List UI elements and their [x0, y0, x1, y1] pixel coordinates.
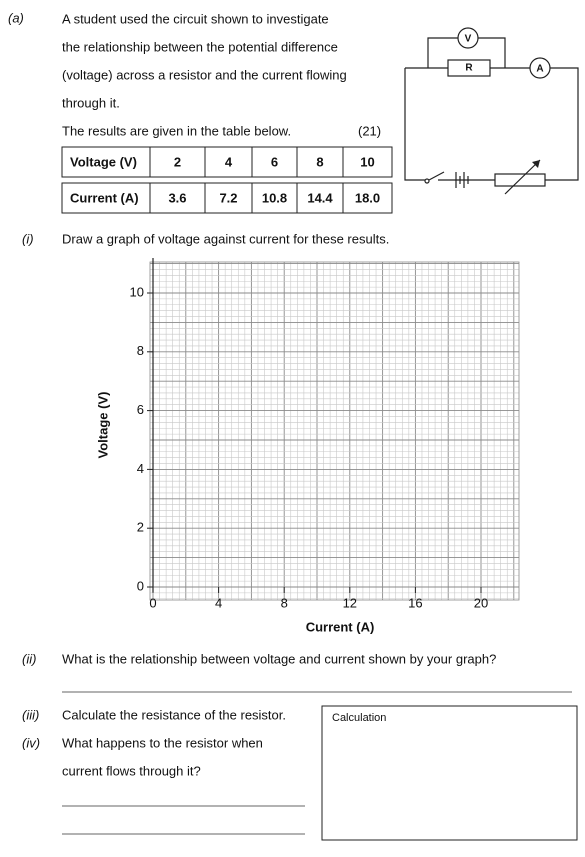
x-tick-label: 20 [474, 595, 488, 610]
table-cell-text: Voltage (V) [70, 154, 137, 169]
calculation-box [321, 705, 578, 841]
x-tick-label: 4 [215, 595, 222, 610]
table-cell-text: 10 [360, 154, 374, 169]
question-text: What is the relationship between voltage… [62, 651, 496, 666]
results-intro: The results are given in the table below… [62, 123, 291, 138]
voltmeter-label: V [465, 34, 472, 45]
arrow-head [532, 160, 540, 168]
ammeter [529, 57, 551, 79]
y-tick-label: 4 [137, 461, 144, 476]
table-cell-text: Current (A) [70, 190, 139, 205]
resistor [447, 59, 491, 77]
table-cell-text: 18.0 [355, 190, 380, 205]
question-text: current flows through it? [62, 763, 201, 778]
table-cell-text: 7.2 [219, 190, 237, 205]
intro-line: through it. [62, 95, 120, 110]
y-tick-label: 8 [137, 343, 144, 358]
table-cell-text: 14.4 [307, 190, 333, 205]
x-tick-label: 12 [343, 595, 357, 610]
y-tick-label: 10 [130, 284, 144, 299]
circuit-diagram [404, 27, 579, 195]
y-tick-label: 2 [137, 520, 144, 535]
table-cell-text: 10.8 [262, 190, 287, 205]
question-number: (i) [22, 231, 34, 246]
grid-border [149, 261, 520, 601]
resistor-label: R [465, 63, 473, 74]
voltmeter-wire [427, 37, 506, 68]
y-axis-label: Voltage (V) [95, 392, 110, 459]
table-cell-text: 3.6 [168, 190, 186, 205]
calculation-label: Calculation [332, 712, 386, 724]
table-cell-text: 8 [316, 154, 323, 169]
question-text: Draw a graph of voltage against current … [62, 231, 389, 246]
x-tick-label: 0 [149, 595, 156, 610]
switch-contact [424, 178, 430, 184]
intro-line: (voltage) across a resistor and the curr… [62, 67, 347, 82]
question-text: Calculate the resistance of the resistor… [62, 707, 286, 722]
variable-arrow [504, 159, 541, 195]
x-axis-label: Current (A) [306, 619, 375, 634]
ammeter-label: A [536, 64, 543, 75]
y-tick-label: 0 [137, 578, 144, 593]
graph-grid [150, 262, 519, 600]
y-tick-label: 6 [137, 402, 144, 417]
voltmeter [457, 27, 479, 49]
switch-arm [428, 171, 445, 181]
question-number: (iv) [22, 735, 40, 750]
variable-resistor [494, 173, 546, 187]
x-tick-label: 8 [281, 595, 288, 610]
part-label: (a) [8, 10, 24, 25]
table-cell [342, 182, 393, 214]
circuit-wire [404, 67, 579, 181]
x-tick-label: 16 [408, 595, 422, 610]
marks: (21) [358, 123, 381, 138]
intro-line: A student used the circuit shown to inve… [62, 11, 329, 26]
question-number: (iii) [22, 707, 39, 722]
question-text: What happens to the resistor when [62, 735, 263, 750]
table-cell-text: 4 [225, 154, 233, 169]
question-number: (ii) [22, 651, 36, 666]
table-cell-text: 2 [174, 154, 181, 169]
intro-line: the relationship between the potential d… [62, 39, 338, 54]
table-cell [342, 146, 393, 178]
table-cell-text: 6 [271, 154, 278, 169]
